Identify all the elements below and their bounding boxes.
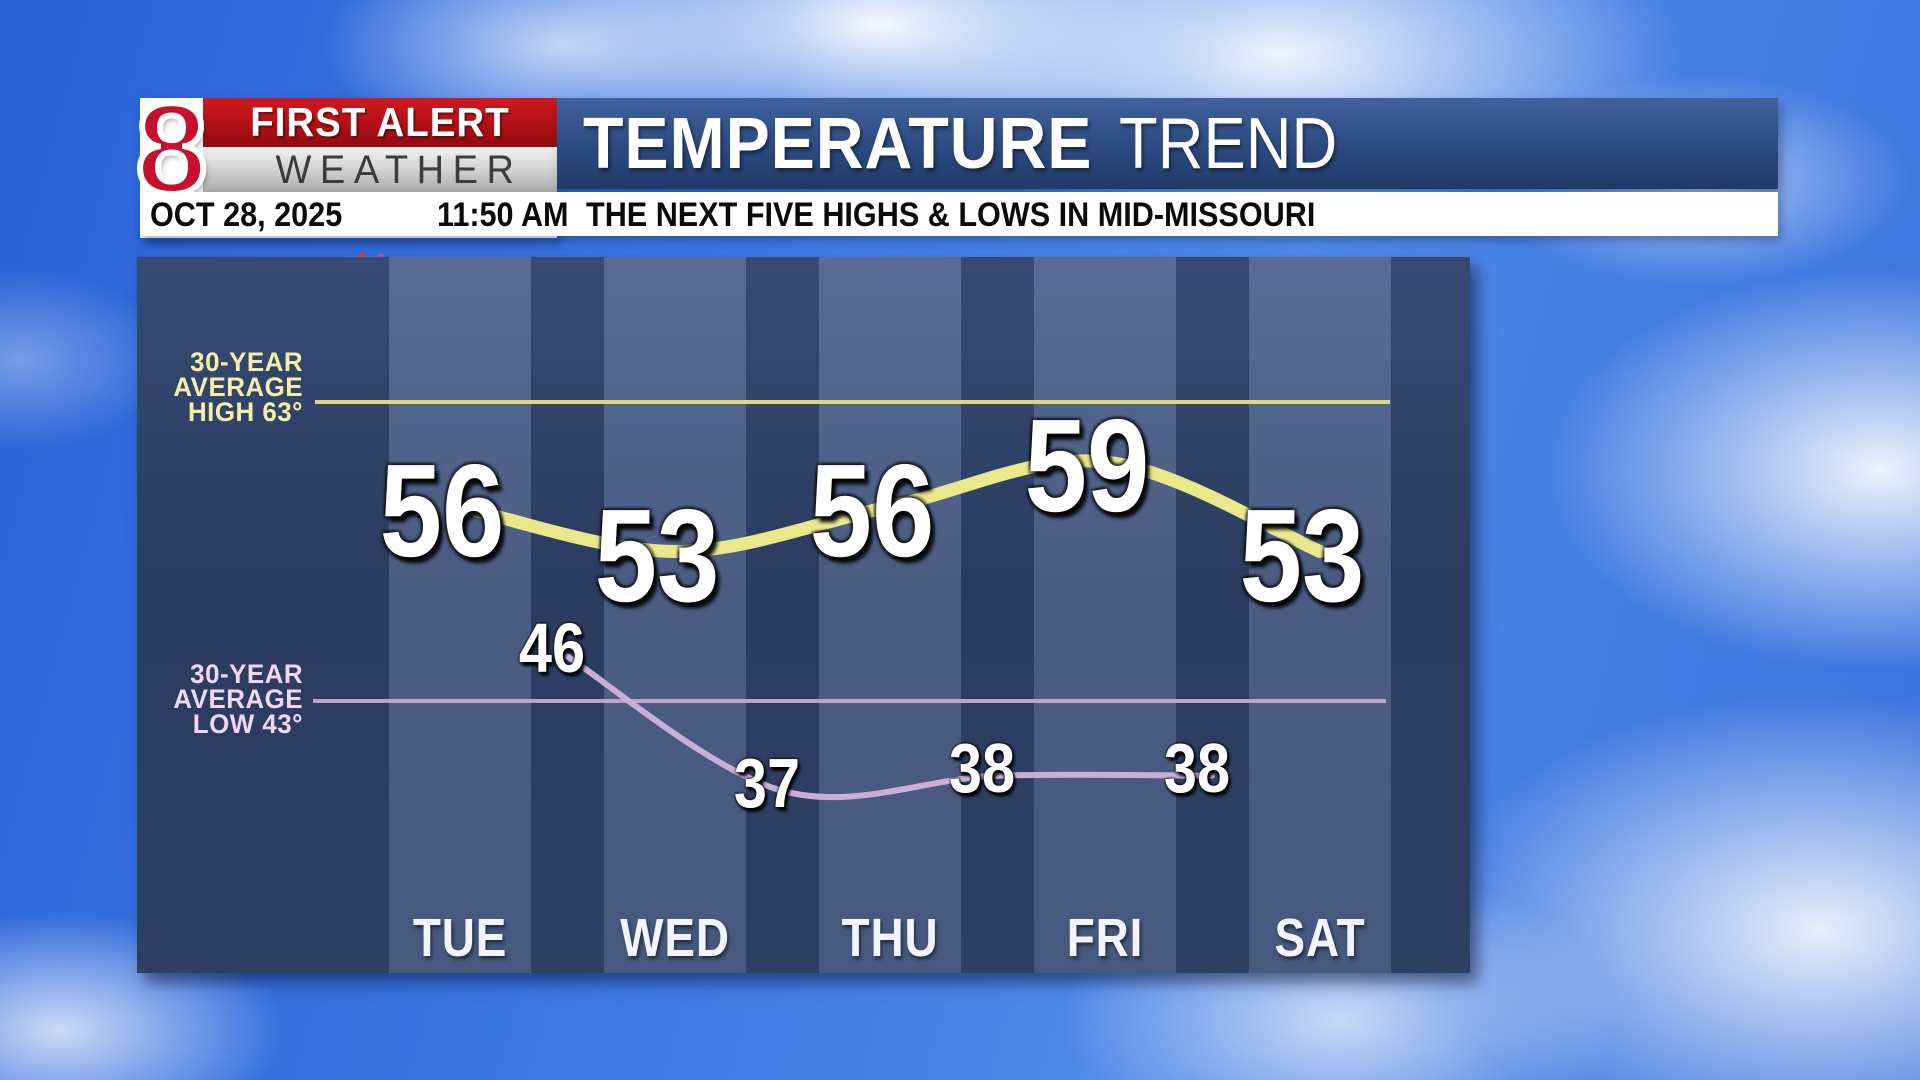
avg-high-label-line3: HIGH 63° (187, 397, 303, 427)
low-temp-3: 38 (948, 728, 1016, 807)
low-temp-4: 38 (1163, 728, 1231, 807)
info-bar: OCT 28, 2025 11:50 AM THE NEXT FIVE HIGH… (140, 192, 1778, 236)
chart-subtitle: THE NEXT FIVE HIGHS & LOWS IN MID-MISSOU… (586, 196, 1316, 234)
title-banner: TEMPERATURE TREND (557, 98, 1778, 189)
date-label: OCT 28, 2025 (150, 196, 343, 234)
low-temp-1: 46 (518, 609, 586, 688)
day-band-thu (819, 257, 961, 973)
high-temp-fri: 59 (1024, 391, 1150, 539)
first-alert-text: FIRST ALERT (250, 99, 510, 145)
first-alert-banner: FIRST ALERT (203, 98, 557, 147)
low-temp-2: 37 (733, 743, 801, 822)
avg-high-label-line1: 30-YEAR (190, 347, 303, 377)
avg-low-label: 30-YEAR AVERAGE LOW 43° (173, 659, 303, 739)
time-label: 11:50 AM (437, 196, 569, 234)
day-label-thu: THU (841, 908, 939, 968)
day-band-wed (604, 257, 746, 973)
chart-panel (137, 257, 1470, 973)
station-logo-block: FIRST ALERT WEATHER 8 (133, 83, 557, 300)
day-label-tue: TUE (412, 908, 508, 968)
day-label-fri: FRI (1066, 908, 1144, 968)
high-temp-tue: 56 (379, 436, 505, 584)
day-label-wed: WED (620, 908, 730, 968)
high-temp-wed: 53 (594, 481, 720, 629)
avg-high-label: 30-YEAR AVERAGE HIGH 63° (173, 347, 303, 427)
weather-text: WEATHER (275, 148, 523, 192)
page-title: TEMPERATURE (583, 103, 1093, 184)
high-temp-sat: 53 (1239, 481, 1365, 629)
avg-low-label-line1: 30-YEAR (190, 659, 303, 689)
avg-high-label-line2: AVERAGE (173, 372, 303, 402)
high-temp-thu: 56 (809, 436, 935, 584)
avg-low-label-line2: AVERAGE (173, 684, 303, 714)
day-band-sat (1249, 257, 1391, 973)
day-label-sat: SAT (1274, 908, 1366, 968)
day-band-tue (389, 257, 531, 973)
day-band-fri (1034, 257, 1176, 973)
page-title-sub: TREND (1118, 103, 1337, 184)
avg-low-label-line3: LOW 43° (192, 709, 303, 739)
weather-banner: WEATHER (203, 147, 557, 194)
